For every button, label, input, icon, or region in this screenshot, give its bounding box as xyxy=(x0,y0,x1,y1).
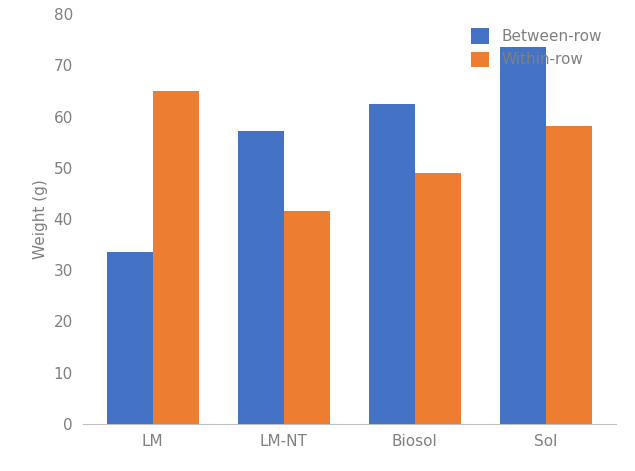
Bar xyxy=(107,252,152,424)
Bar xyxy=(238,131,284,424)
Legend: Between-row, Within-row: Between-row, Within-row xyxy=(465,22,608,73)
Bar xyxy=(500,48,546,424)
Bar xyxy=(369,104,415,424)
Bar xyxy=(284,211,330,424)
Bar xyxy=(415,173,460,424)
Y-axis label: Weight (g): Weight (g) xyxy=(33,179,48,259)
Bar xyxy=(152,91,199,424)
Bar xyxy=(546,126,592,424)
